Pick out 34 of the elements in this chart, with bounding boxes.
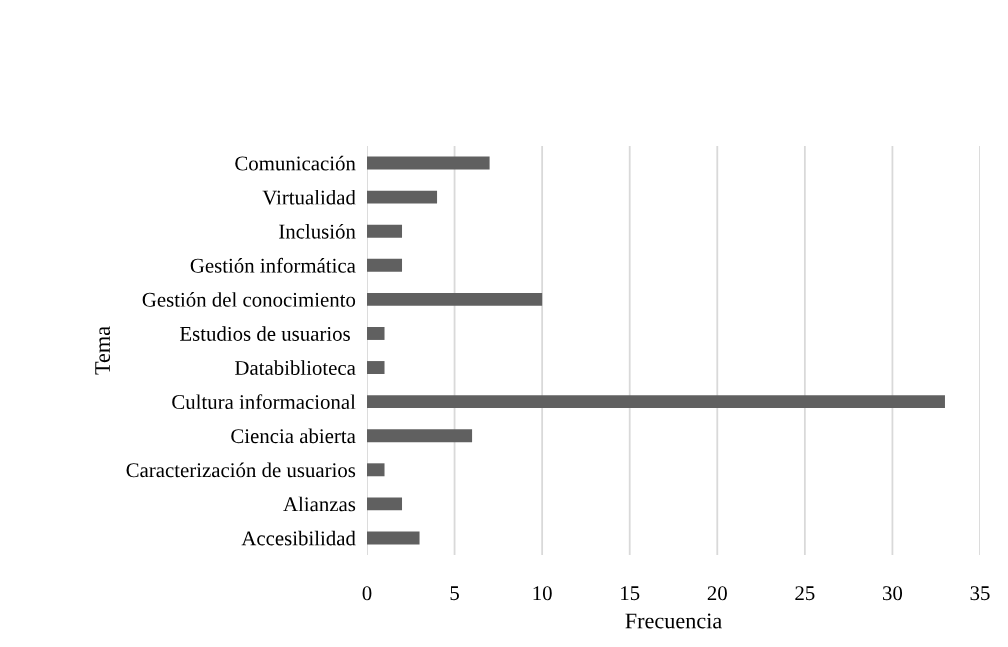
x-tick-label: 5 bbox=[450, 586, 459, 601]
bar bbox=[367, 190, 438, 204]
x-axis-title: Frecuencia bbox=[625, 613, 722, 629]
bar bbox=[367, 326, 385, 340]
x-tick-label: 15 bbox=[621, 586, 640, 601]
y-tick-label: Cultura informacional bbox=[172, 394, 356, 410]
y-tick-label: Ciencia abierta bbox=[231, 428, 356, 444]
bar bbox=[367, 156, 490, 170]
y-tick-label: Virtualidad bbox=[262, 189, 356, 205]
y-tick-label: Gestión del conocimiento bbox=[142, 292, 356, 307]
y-tick-label: Inclusión bbox=[279, 223, 356, 239]
x-tick-label: 20 bbox=[707, 586, 727, 601]
y-tick-label: Gestión informática bbox=[190, 257, 356, 273]
x-tick-label: 30 bbox=[883, 586, 903, 601]
bar bbox=[367, 292, 543, 306]
y-axis-title: Tema bbox=[95, 326, 111, 375]
bar bbox=[367, 258, 403, 272]
bar bbox=[367, 463, 385, 477]
bar bbox=[367, 224, 403, 238]
x-tick-label: 10 bbox=[533, 586, 552, 601]
y-tick-label: Estudios de usuarios bbox=[179, 326, 350, 341]
y-tick-label: Caracterización de usuarios bbox=[126, 462, 356, 478]
y-tick-label: Alianzas bbox=[283, 496, 356, 512]
bar bbox=[367, 395, 945, 409]
y-tick-label: Comunicación bbox=[235, 155, 356, 171]
bar bbox=[367, 497, 403, 511]
x-tick-label: 0 bbox=[362, 586, 372, 601]
bar bbox=[367, 429, 473, 443]
bar bbox=[367, 531, 420, 545]
y-tick-label: Accesibilidad bbox=[241, 530, 356, 546]
bar bbox=[367, 361, 385, 375]
x-tick-label: 35 bbox=[970, 586, 990, 601]
x-tick-label: 25 bbox=[795, 586, 815, 601]
y-tick-label: Databiblioteca bbox=[235, 360, 356, 375]
